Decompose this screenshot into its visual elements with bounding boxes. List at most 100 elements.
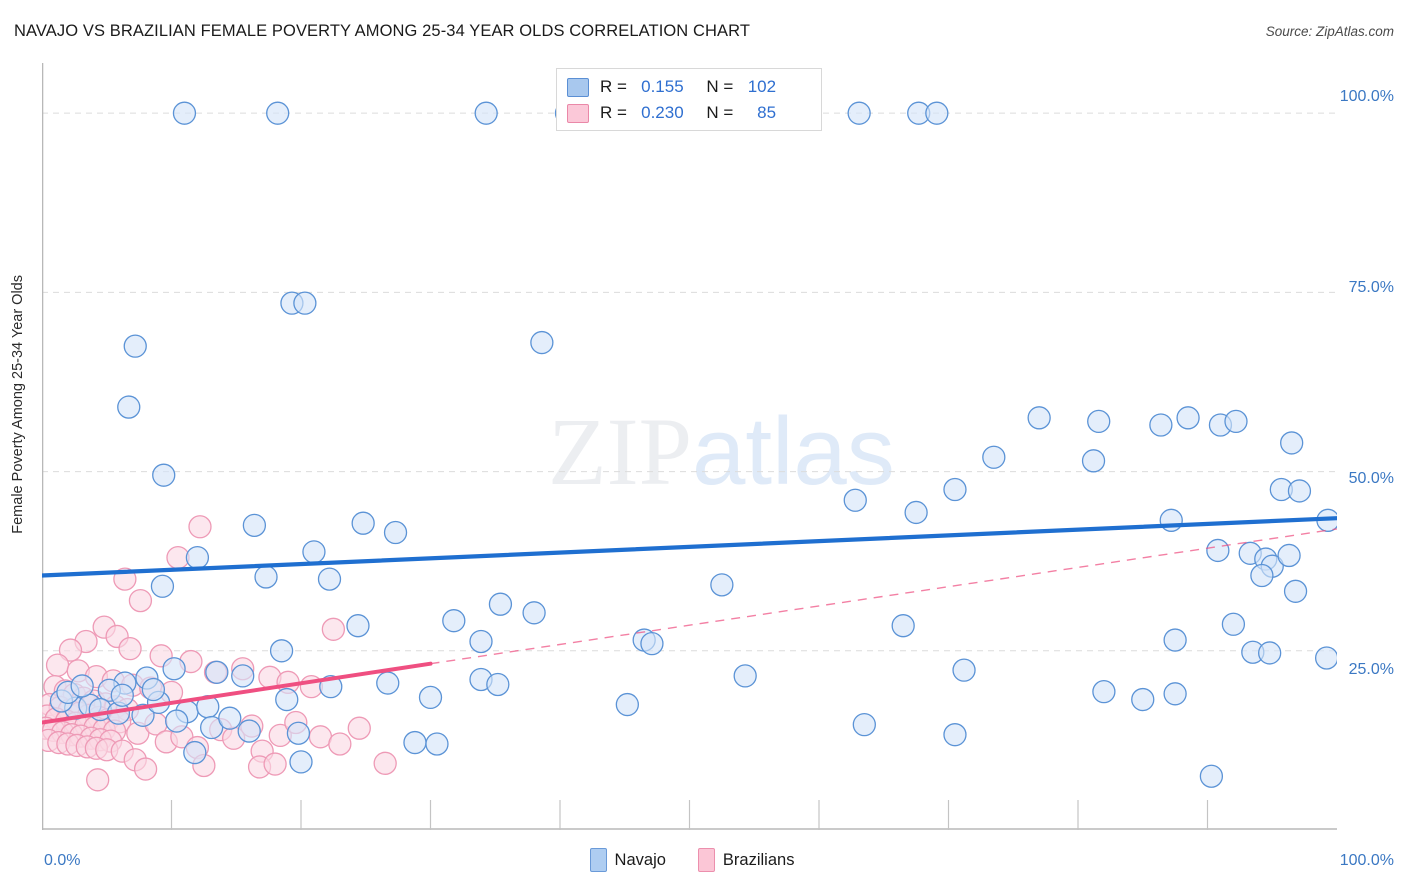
data-point — [1131, 687, 1155, 712]
data-point — [58, 638, 83, 662]
data-point — [522, 601, 546, 625]
data-point — [1250, 563, 1274, 588]
brazilian-n-value: 85 — [757, 103, 777, 122]
data-point — [351, 511, 375, 535]
data-point — [128, 588, 153, 613]
correlation-stats-legend: R = 0.155 N = 102 R = 0.230 N = 85 — [556, 68, 822, 131]
data-point — [166, 545, 190, 570]
scatter-plot-svg — [42, 63, 1337, 830]
data-point — [1287, 479, 1312, 503]
data-point — [982, 445, 1006, 469]
brazilian-trend-solid — [42, 661, 433, 725]
data-point — [383, 520, 408, 545]
data-point — [1221, 612, 1246, 636]
data-point — [1163, 628, 1187, 652]
data-point — [943, 477, 967, 502]
data-point — [1283, 579, 1308, 603]
data-point — [1314, 646, 1337, 670]
data-point — [1163, 682, 1187, 706]
data-point — [376, 671, 400, 695]
data-point — [275, 687, 299, 712]
data-point — [1258, 641, 1282, 665]
data-point — [469, 629, 493, 654]
data-point — [150, 574, 175, 598]
data-point — [852, 712, 876, 737]
brazilian-color-swatch — [567, 103, 589, 123]
stats-row-brazilian: R = 0.230 N = 85 — [567, 100, 811, 126]
data-point — [317, 567, 342, 591]
data-point — [302, 540, 326, 564]
data-point — [1199, 764, 1224, 788]
data-point — [1206, 538, 1230, 563]
data-point — [1224, 409, 1248, 434]
data-point — [218, 706, 242, 730]
data-point — [373, 751, 397, 775]
data-point — [418, 685, 443, 710]
data-point — [286, 721, 311, 745]
data-point — [1280, 431, 1304, 455]
page-title: NAVAJO VS BRAZILIAN FEMALE POVERTY AMONG… — [14, 22, 751, 40]
data-point — [172, 101, 197, 125]
data-point — [1277, 543, 1301, 568]
data-point — [328, 732, 352, 756]
data-point — [188, 515, 212, 539]
data-point — [269, 639, 294, 663]
navajo-r-value: 0.155 — [641, 77, 684, 96]
y-tick-label-100: 100.0% — [1339, 88, 1394, 105]
data-point — [1087, 409, 1111, 434]
data-point — [237, 719, 261, 743]
data-point — [1159, 508, 1183, 532]
data-point — [530, 330, 554, 355]
source-note: Source: ZipAtlas.com — [1265, 24, 1394, 39]
data-point — [847, 101, 871, 125]
data-point — [205, 660, 229, 684]
data-point — [70, 674, 94, 698]
y-tick-label-75: 75.0% — [1348, 279, 1394, 296]
brazilian-legend-label: Brazilians — [722, 850, 795, 869]
data-point — [403, 730, 427, 755]
data-point — [45, 653, 70, 677]
x-axis-max-label: 100.0% — [1339, 852, 1394, 869]
legend-item-brazilians[interactable]: Brazilians — [697, 848, 795, 872]
data-point — [733, 664, 757, 688]
data-point — [943, 723, 967, 747]
gridlines — [42, 112, 1337, 652]
data-point — [266, 101, 290, 125]
y-axis-title: Female Poverty Among 25-34 Year Olds — [10, 275, 26, 534]
data-point — [86, 768, 110, 792]
navajo-n-label: N = — [706, 77, 734, 96]
data-point — [242, 513, 267, 538]
data-point — [442, 609, 466, 633]
data-point — [904, 500, 928, 525]
x-axis-min-label: 0.0% — [44, 852, 81, 869]
legend-item-navajo[interactable]: Navajo — [589, 848, 666, 872]
data-point — [474, 101, 498, 125]
data-point — [321, 617, 346, 641]
data-point — [165, 709, 189, 733]
brazilian-trend-dashed — [430, 528, 1337, 665]
brazilian-r-value: 0.230 — [641, 103, 684, 122]
data-point — [1149, 413, 1173, 437]
brazilian-r-label: R = — [600, 103, 627, 122]
plot-area — [42, 63, 1337, 830]
data-point — [843, 488, 867, 512]
data-point — [308, 725, 333, 749]
navajo-n-value: 102 — [747, 77, 777, 96]
brazilian-trendline — [42, 528, 1337, 725]
data-point — [425, 732, 449, 756]
data-point — [231, 664, 255, 688]
data-point — [710, 573, 734, 597]
data-point — [486, 672, 510, 697]
data-point — [1081, 449, 1106, 473]
navajo-trend-solid — [42, 516, 1337, 578]
series-legend: Navajo Brazilians — [0, 848, 1406, 872]
data-point — [263, 752, 287, 776]
data-point — [952, 658, 976, 682]
data-point — [615, 692, 639, 717]
data-point — [488, 592, 513, 616]
data-point — [289, 750, 313, 774]
data-point — [891, 614, 915, 638]
brazilian-n-label: N = — [706, 103, 734, 122]
data-point — [293, 291, 317, 315]
